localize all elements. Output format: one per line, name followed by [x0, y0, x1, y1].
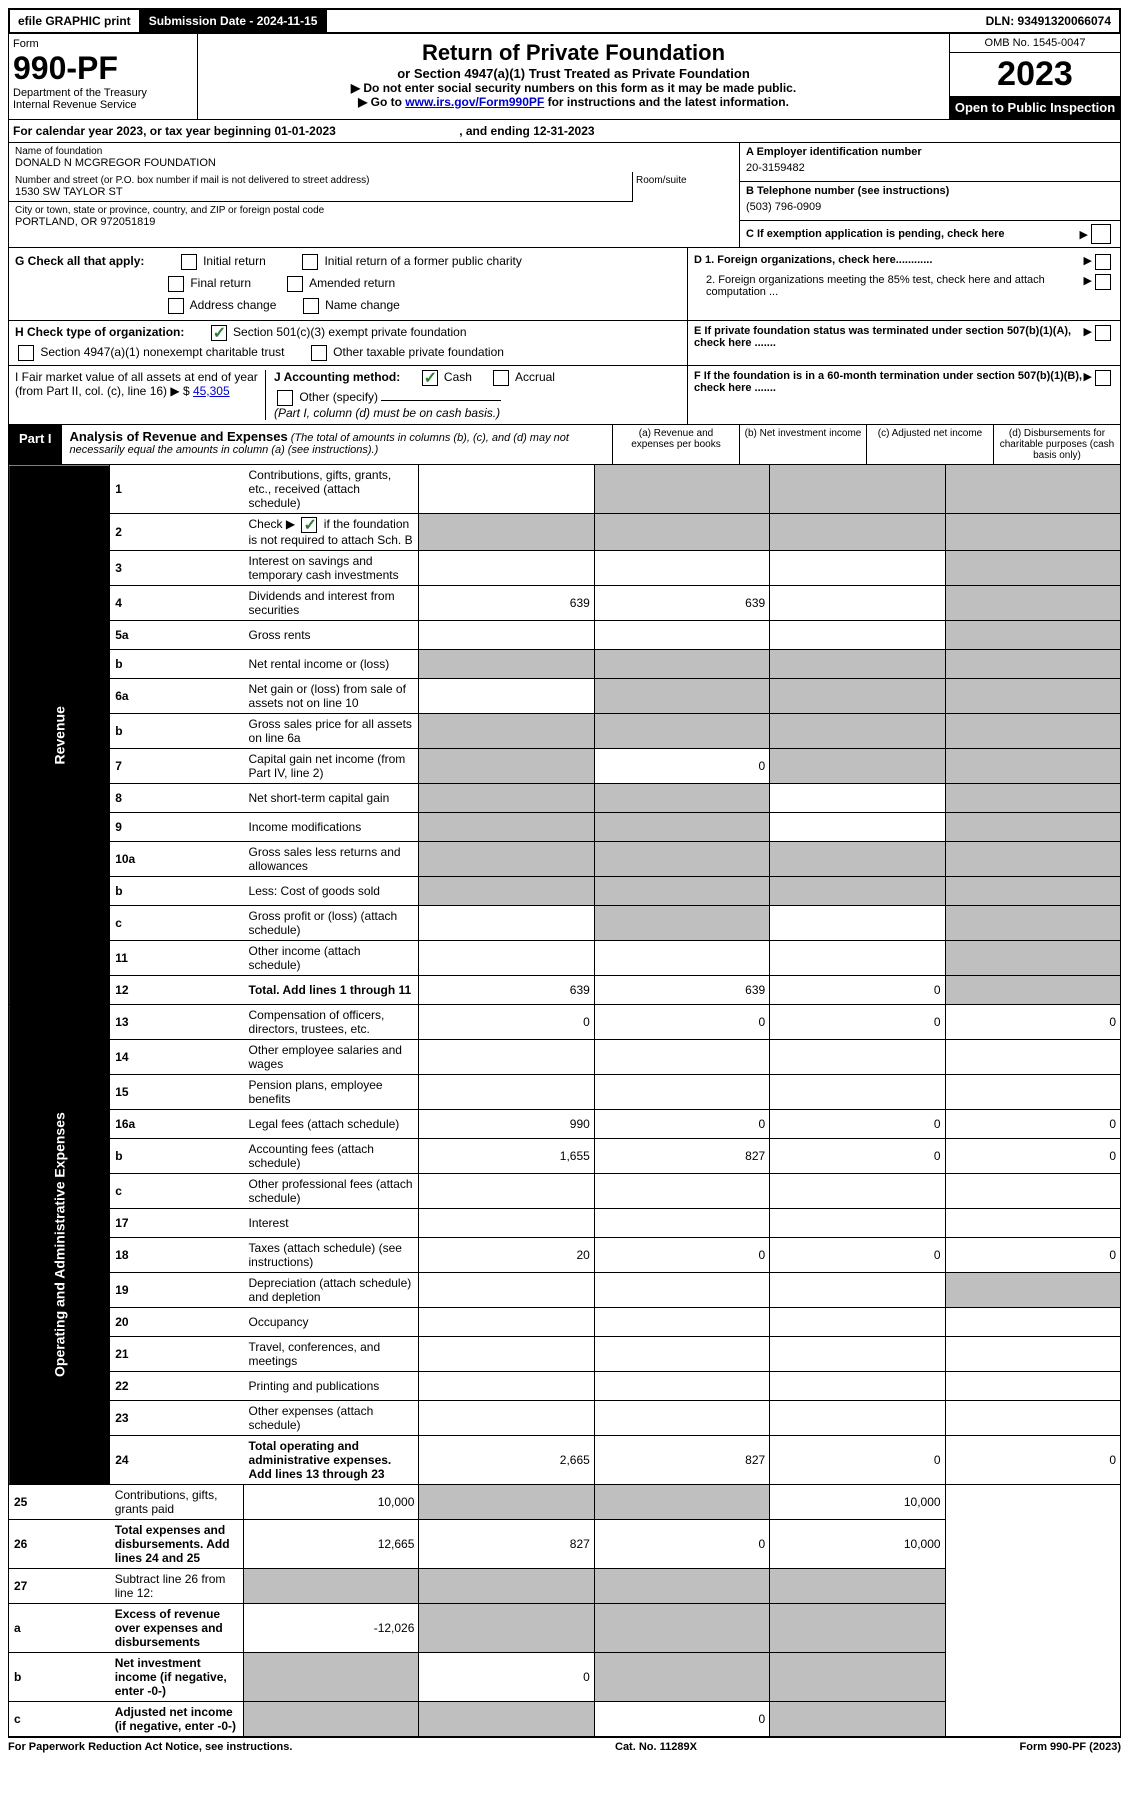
- col-d-head: (d) Disbursements for charitable purpose…: [993, 425, 1120, 464]
- e-cb[interactable]: [1095, 325, 1111, 341]
- g-name-cb[interactable]: [303, 298, 319, 314]
- j-cash-cb[interactable]: [422, 370, 438, 386]
- i-value[interactable]: 45,305: [193, 384, 230, 398]
- h-row: H Check type of organization: Section 50…: [8, 321, 1121, 366]
- instr-ssn: ▶ Do not enter social security numbers o…: [204, 81, 943, 95]
- phone-label: B Telephone number (see instructions): [746, 185, 1114, 197]
- e-label: E If private foundation status was termi…: [694, 325, 1084, 361]
- col-c-head: (c) Adjusted net income: [866, 425, 993, 464]
- g-final-cb[interactable]: [168, 276, 184, 292]
- street-address: 1530 SW TAYLOR ST: [15, 186, 626, 198]
- g-label: G Check all that apply:: [15, 254, 144, 268]
- g-initial-former-cb[interactable]: [302, 254, 318, 270]
- j-label: J Accounting method:: [274, 370, 400, 384]
- dept-irs: Internal Revenue Service: [13, 99, 193, 111]
- irs-link[interactable]: www.irs.gov/Form990PF: [405, 95, 544, 109]
- top-bar: efile GRAPHIC print Submission Date - 20…: [8, 8, 1121, 34]
- ein-label: A Employer identification number: [746, 146, 922, 158]
- h-4947-cb[interactable]: [18, 345, 34, 361]
- entity-info: Name of foundation DONALD N MCGREGOR FOU…: [8, 143, 1121, 248]
- name-label: Name of foundation: [15, 146, 733, 157]
- submission-date: Submission Date - 2024-11-15: [141, 10, 328, 32]
- footer-mid: Cat. No. 11289X: [615, 1741, 697, 1753]
- c-pending-label: C If exemption application is pending, c…: [746, 228, 1080, 240]
- form-number: 990-PF: [13, 50, 193, 87]
- footer-left: For Paperwork Reduction Act Notice, see …: [8, 1741, 292, 1753]
- ij-row: I Fair market value of all assets at end…: [8, 366, 1121, 425]
- c-checkbox[interactable]: [1091, 224, 1111, 244]
- foundation-name: DONALD N MCGREGOR FOUNDATION: [15, 157, 733, 169]
- f-cb[interactable]: [1095, 370, 1111, 386]
- city-label: City or town, state or province, country…: [15, 205, 733, 216]
- d2-cb[interactable]: [1095, 274, 1111, 290]
- revenue-side: Revenue: [9, 465, 110, 1005]
- omb-number: OMB No. 1545-0047: [950, 34, 1120, 53]
- expenses-side: Operating and Administrative Expenses: [9, 1005, 110, 1485]
- form-header: Form 990-PF Department of the Treasury I…: [8, 34, 1121, 120]
- part1-table: Revenue 1Contributions, gifts, grants, e…: [8, 465, 1121, 1737]
- f-label: F If the foundation is in a 60-month ter…: [694, 370, 1084, 420]
- col-a-head: (a) Revenue and expenses per books: [612, 425, 739, 464]
- dept-treasury: Department of the Treasury: [13, 87, 193, 99]
- part1-label: Part I: [9, 425, 62, 464]
- col-b-head: (b) Net investment income: [739, 425, 866, 464]
- j-note: (Part I, column (d) must be on cash basi…: [274, 406, 681, 420]
- calendar-year-line: For calendar year 2023, or tax year begi…: [8, 120, 1121, 143]
- part1-title: Analysis of Revenue and Expenses: [70, 429, 288, 444]
- d2-label: 2. Foreign organizations meeting the 85%…: [694, 274, 1084, 298]
- h-label: H Check type of organization:: [15, 325, 184, 339]
- instr-link: ▶ Go to www.irs.gov/Form990PF for instru…: [204, 95, 943, 109]
- tax-year: 2023: [950, 53, 1120, 96]
- r2-cb[interactable]: [301, 517, 317, 533]
- form-subtitle: or Section 4947(a)(1) Trust Treated as P…: [204, 66, 943, 81]
- city-state-zip: PORTLAND, OR 972051819: [15, 216, 733, 228]
- phone-value: (503) 796-0909: [746, 197, 1114, 217]
- j-other-cb[interactable]: [277, 390, 293, 406]
- open-public: Open to Public Inspection: [950, 96, 1120, 119]
- ein-value: 20-3159482: [746, 158, 1114, 178]
- room-label: Room/suite: [632, 172, 739, 202]
- h-501-cb[interactable]: [211, 325, 227, 341]
- d1-label: D 1. Foreign organizations, check here..…: [694, 254, 1084, 270]
- j-accrual-cb[interactable]: [493, 370, 509, 386]
- efile-label[interactable]: efile GRAPHIC print: [10, 10, 141, 32]
- part1-header: Part I Analysis of Revenue and Expenses …: [8, 425, 1121, 465]
- check-section-g: G Check all that apply: Initial return I…: [8, 248, 1121, 321]
- addr-label: Number and street (or P.O. box number if…: [15, 175, 626, 186]
- d1-cb[interactable]: [1095, 254, 1111, 270]
- form-title: Return of Private Foundation: [204, 40, 943, 66]
- footer-right: Form 990-PF (2023): [1020, 1741, 1121, 1753]
- dln: DLN: 93491320066074: [978, 10, 1119, 32]
- h-other-cb[interactable]: [311, 345, 327, 361]
- g-addr-cb[interactable]: [168, 298, 184, 314]
- g-initial-cb[interactable]: [181, 254, 197, 270]
- form-word: Form: [13, 38, 193, 50]
- page-footer: For Paperwork Reduction Act Notice, see …: [8, 1737, 1121, 1753]
- g-amended-cb[interactable]: [287, 276, 303, 292]
